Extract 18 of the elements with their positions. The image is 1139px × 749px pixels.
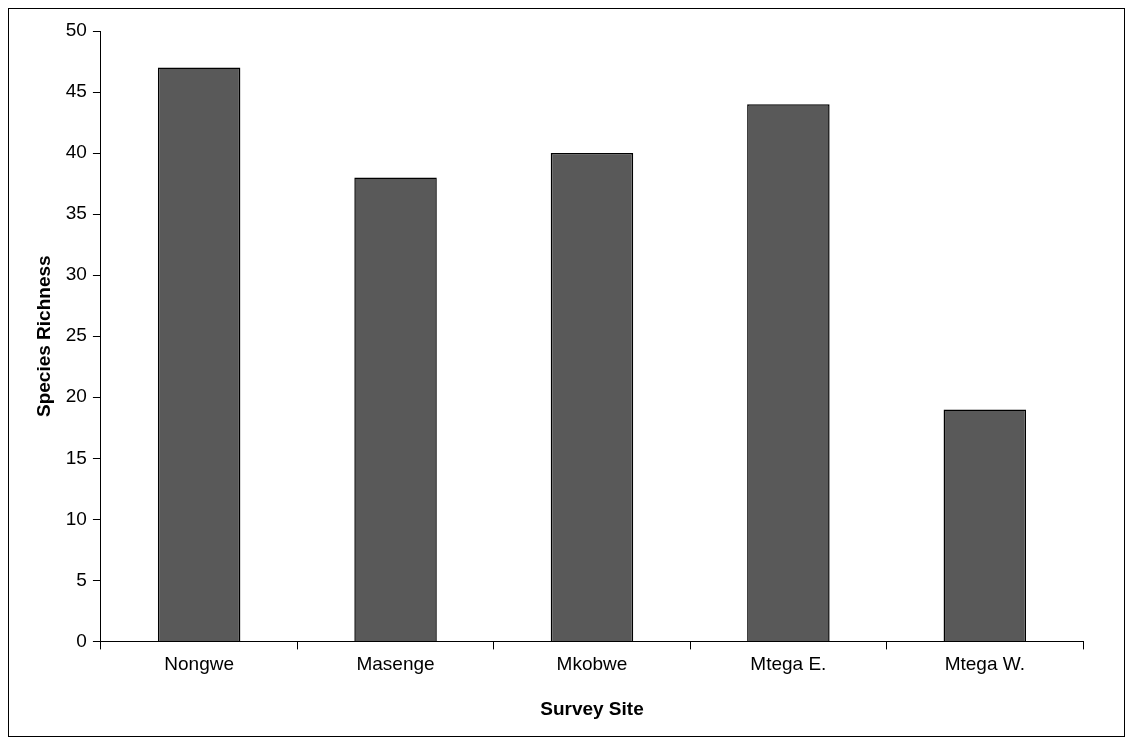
y-tick-label: 40 (65, 141, 87, 163)
y-tick-label: 0 (76, 629, 87, 651)
y-tick-label: 20 (65, 385, 87, 407)
y-tick-label: 15 (65, 446, 87, 468)
x-tick-label: Nongwe (164, 653, 234, 675)
y-tick-label: 5 (76, 568, 87, 590)
x-tick-label: Mtega E. (750, 653, 827, 675)
y-tick-label: 35 (65, 202, 87, 224)
y-tick-label: 10 (65, 507, 87, 529)
x-tick-label: Mkobwe (556, 653, 628, 675)
y-tick-label: 25 (65, 324, 87, 346)
x-tick-label: Mtega W. (944, 653, 1025, 675)
x-axis-title: Survey Site (540, 697, 644, 719)
x-tick-label: Masenge (356, 653, 435, 675)
y-tick-label: 45 (65, 80, 87, 102)
y-axis-title: Species Richness (32, 255, 54, 417)
y-tick-label: 30 (65, 263, 87, 285)
y-tick-label: 50 (65, 19, 87, 41)
